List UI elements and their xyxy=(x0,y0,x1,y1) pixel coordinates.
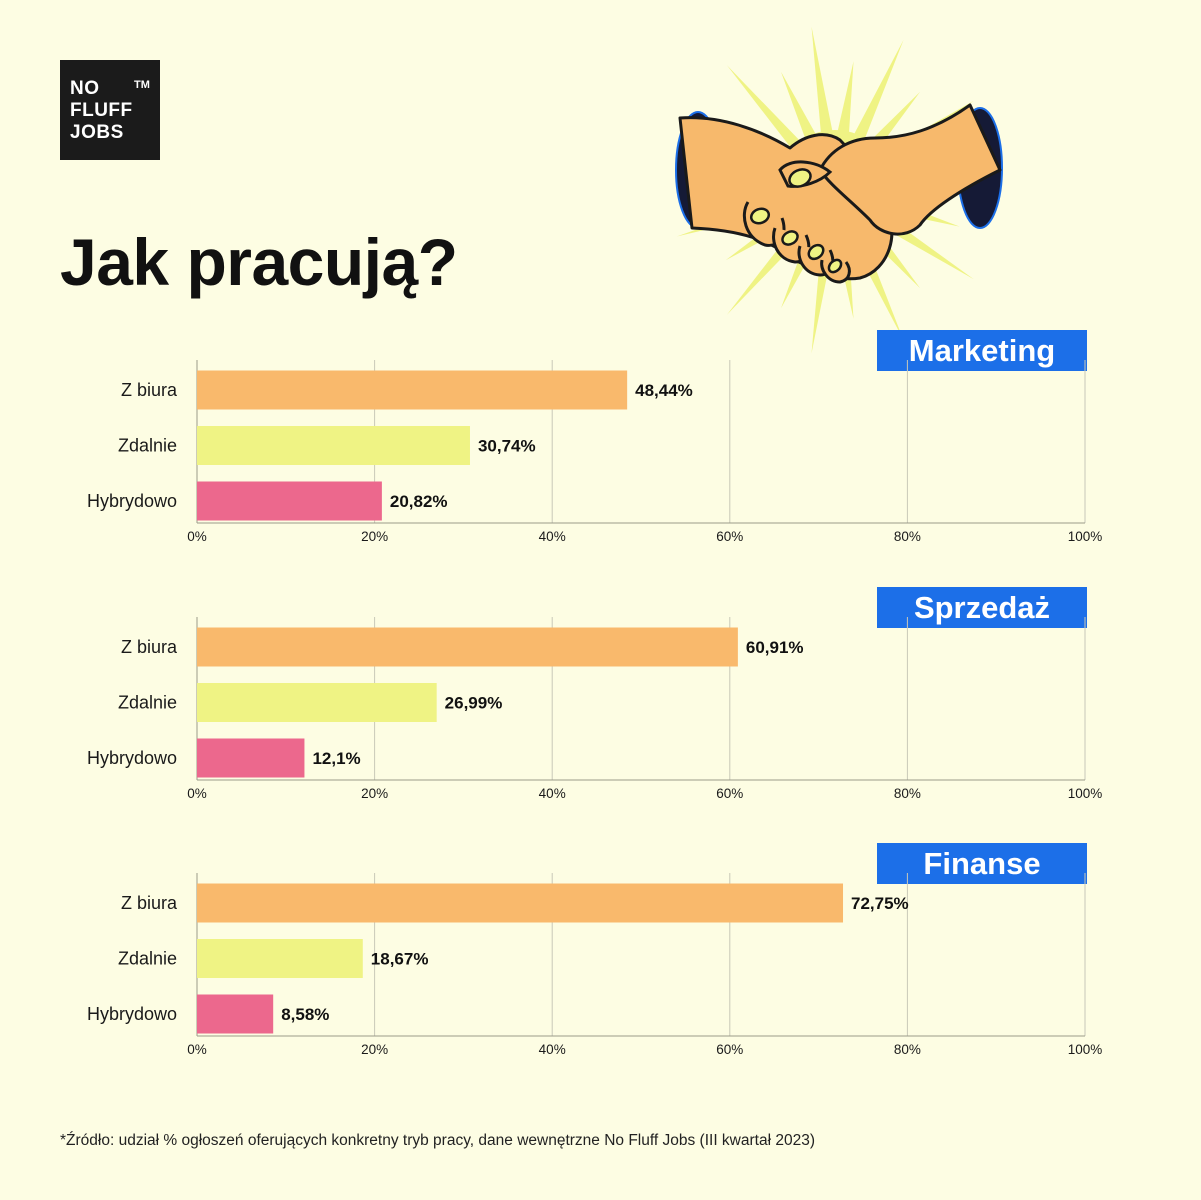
x-tick-label: 0% xyxy=(187,786,207,801)
x-tick-label: 60% xyxy=(716,529,743,544)
category-label: Zdalnie xyxy=(118,949,177,969)
no-fluff-jobs-logo: NO FLUFF JOBS TM xyxy=(60,60,160,160)
x-tick-label: 20% xyxy=(361,529,388,544)
value-label: 18,67% xyxy=(371,950,429,969)
category-label: Z biura xyxy=(121,893,178,913)
chart-title-tag: Finanse xyxy=(877,843,1087,884)
sunburst-ray xyxy=(780,71,818,143)
bar-z-biura xyxy=(197,370,628,410)
bar-chart-finanse: 0% 20% 40% 60% 80% 100% Z biura 72,75% Zdalnie 18… xyxy=(87,873,1103,1057)
x-tick-label: 60% xyxy=(716,1042,743,1057)
bar-zdalnie xyxy=(197,939,363,978)
bar-zdalnie xyxy=(197,426,470,465)
bar-chart-marketing: 0% 20% 40% 60% 80% 100% Z biura 48,44% Zdalnie 30… xyxy=(87,360,1103,544)
x-tick-label: 60% xyxy=(716,786,743,801)
bar-zdalnie xyxy=(197,683,437,722)
x-tick-label: 100% xyxy=(1068,1042,1103,1057)
value-label: 26,99% xyxy=(445,694,503,713)
logo-line-1: NO xyxy=(70,78,100,99)
x-tick-label: 80% xyxy=(894,786,921,801)
sunburst-ray xyxy=(852,39,904,143)
trademark-symbol: TM xyxy=(134,79,150,91)
x-tick-label: 80% xyxy=(894,529,921,544)
x-tick-label: 80% xyxy=(894,1042,921,1057)
page-title: Jak pracują? xyxy=(60,225,458,299)
x-tick-label: 40% xyxy=(539,1042,566,1057)
handshake-icon xyxy=(675,26,1003,354)
category-label: Hybrydowo xyxy=(87,1004,177,1024)
x-tick-label: 100% xyxy=(1068,786,1103,801)
x-tick-label: 0% xyxy=(187,1042,207,1057)
category-label: Hybrydowo xyxy=(87,491,177,511)
sunburst-ray xyxy=(811,26,834,137)
value-label: 48,44% xyxy=(635,381,693,400)
chart-title-tag: Marketing xyxy=(877,330,1087,371)
category-label: Z biura xyxy=(121,380,178,400)
bar-z-biura xyxy=(197,627,738,667)
bar-hybrydowo xyxy=(197,481,382,521)
x-tick-label: 0% xyxy=(187,529,207,544)
category-label: Zdalnie xyxy=(118,436,177,456)
value-label: 72,75% xyxy=(851,894,909,913)
value-label: 30,74% xyxy=(478,437,536,456)
sunburst-ray xyxy=(836,61,854,137)
bar-chart-sprzedaz: 0% 20% 40% 60% 80% 100% Z biura 60,91% Zdalnie 26… xyxy=(87,617,1103,801)
logo-line-2: FLUFF xyxy=(70,100,133,121)
sunburst-ray xyxy=(726,65,804,153)
x-tick-label: 20% xyxy=(361,786,388,801)
x-tick-label: 40% xyxy=(539,786,566,801)
value-label: 60,91% xyxy=(746,638,804,657)
category-label: Zdalnie xyxy=(118,693,177,713)
logo-line-3: JOBS xyxy=(70,122,124,143)
value-label: 12,1% xyxy=(312,749,360,768)
category-label: Hybrydowo xyxy=(87,748,177,768)
chart-title-tag: Sprzedaż xyxy=(877,587,1087,628)
bar-hybrydowo xyxy=(197,738,305,778)
value-label: 20,82% xyxy=(390,492,448,511)
x-tick-label: 40% xyxy=(539,529,566,544)
source-footnote: *Źródło: udział % ogłoszeń oferujących k… xyxy=(60,1132,815,1149)
bar-hybrydowo xyxy=(197,994,274,1034)
bar-z-biura xyxy=(197,883,844,923)
category-label: Z biura xyxy=(121,637,178,657)
value-label: 8,58% xyxy=(281,1005,329,1024)
x-tick-label: 20% xyxy=(361,1042,388,1057)
x-tick-label: 100% xyxy=(1068,529,1103,544)
